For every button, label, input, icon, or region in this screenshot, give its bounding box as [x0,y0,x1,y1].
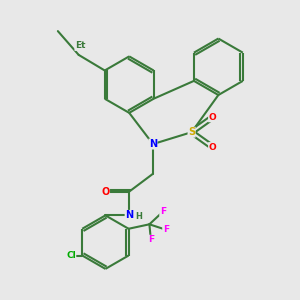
Text: F: F [160,207,166,216]
Text: S: S [188,127,195,137]
Text: F: F [163,225,169,234]
Text: N: N [149,139,157,149]
Text: O: O [101,187,110,196]
Text: H: H [135,212,142,221]
Text: O: O [208,113,216,122]
Text: Cl: Cl [66,251,76,260]
Text: O: O [208,142,216,152]
Text: Et: Et [75,41,86,50]
Text: F: F [148,235,154,244]
Text: N: N [125,210,133,220]
